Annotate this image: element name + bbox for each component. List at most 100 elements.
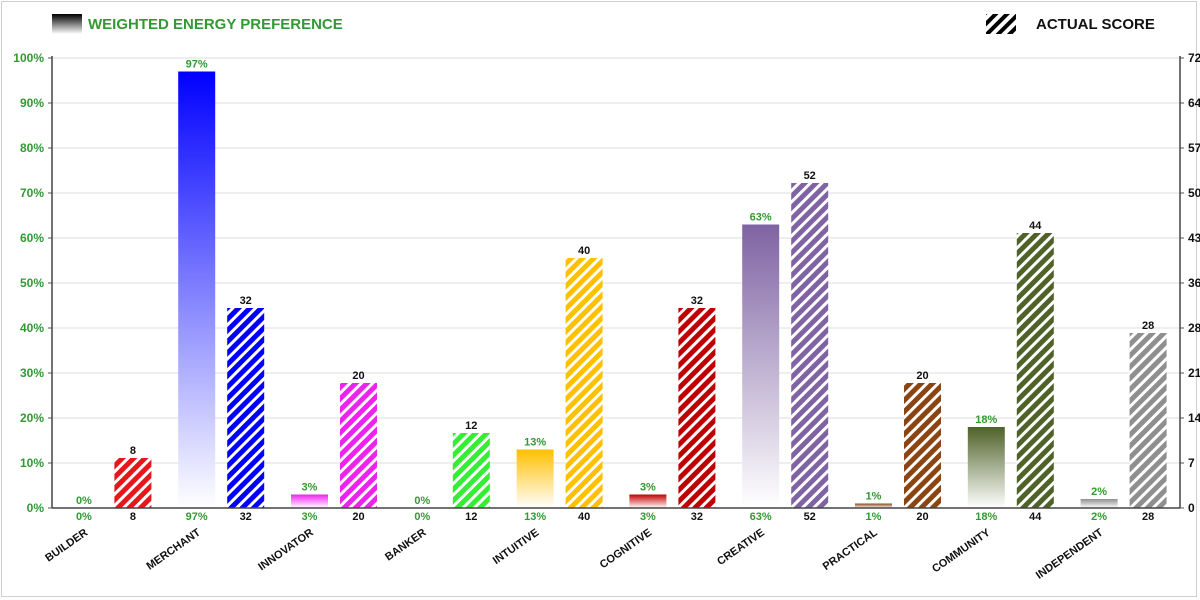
- bar-label-score: 44: [1029, 220, 1042, 232]
- left-tick-label: 80%: [20, 141, 44, 155]
- left-tick-label: 100%: [13, 51, 44, 65]
- left-tick-label: 20%: [20, 411, 44, 425]
- bar-label-score: 28: [1142, 320, 1154, 332]
- bar-label-weighted: 18%: [975, 414, 997, 426]
- axis-value-score: 32: [691, 511, 703, 523]
- bar-label-score: 52: [804, 170, 816, 182]
- bar-score: [1016, 233, 1054, 508]
- axis-value-score: 28: [1142, 511, 1154, 523]
- bar-score: [340, 383, 377, 508]
- right-tick-label: 72: [1188, 51, 1200, 65]
- axis-value-weighted: 18%: [975, 511, 997, 523]
- category-label: BANKER: [383, 527, 428, 564]
- bar-weighted: [1080, 499, 1118, 508]
- axis-value-score: 12: [465, 511, 477, 523]
- category-label: BUILDER: [43, 527, 90, 565]
- bar-label-weighted: 3%: [302, 482, 318, 494]
- bar-score: [1129, 333, 1167, 508]
- legend-label-score: ACTUAL SCORE: [1036, 16, 1155, 33]
- axis-value-score: 52: [804, 511, 816, 523]
- axis-value-weighted: 0%: [414, 511, 430, 523]
- axis-value-score: 40: [578, 511, 590, 523]
- axis-value-weighted: 1%: [866, 511, 882, 523]
- left-tick-label: 90%: [20, 96, 44, 110]
- bar-score: [791, 183, 829, 508]
- bar-score: [904, 383, 941, 508]
- bar-label-score: 12: [465, 420, 477, 432]
- left-tick-label: 40%: [20, 321, 44, 335]
- bar-label-weighted: 1%: [866, 491, 882, 503]
- bar-label-score: 20: [916, 370, 928, 382]
- bar-label-score: 40: [578, 245, 590, 257]
- bar-label-weighted: 63%: [750, 212, 772, 224]
- bar-score: [452, 433, 490, 508]
- category-label: COMMUNITY: [930, 526, 993, 575]
- bar-label-score: 32: [691, 295, 703, 307]
- bar-label-weighted: 0%: [414, 495, 430, 507]
- bar-weighted: [291, 494, 328, 508]
- bar-label-weighted: 97%: [186, 59, 208, 71]
- bar-weighted: [855, 503, 892, 508]
- bar-score: [565, 258, 603, 508]
- bar-label-score: 20: [352, 370, 364, 382]
- legend: WEIGHTED ENERGY PREFERENCE ACTUAL SCORE: [52, 14, 1155, 34]
- right-tick-label: 0: [1188, 501, 1195, 515]
- category-label: INTUITIVE: [491, 527, 541, 567]
- axis-value-score: 44: [1029, 511, 1042, 523]
- bar-score: [227, 308, 265, 508]
- right-tick-label: 36: [1188, 276, 1200, 290]
- axis-value-weighted: 3%: [302, 511, 318, 523]
- axis-value-score: 8: [130, 511, 136, 523]
- legend-swatch-weighted: [52, 14, 82, 34]
- bar-weighted: [516, 449, 554, 508]
- axis-value-score: 20: [916, 511, 928, 523]
- category-label: INDEPENDENT: [1034, 526, 1106, 581]
- bar-weighted: [742, 224, 780, 508]
- category-label: CREATIVE: [715, 527, 767, 568]
- axis-value-weighted: 0%: [76, 511, 92, 523]
- right-tick-label: 64: [1188, 96, 1200, 110]
- category-label: INNOVATOR: [256, 527, 315, 574]
- left-tick-label: 10%: [20, 456, 44, 470]
- axis-value-score: 20: [352, 511, 364, 523]
- bar-label-weighted: 2%: [1091, 486, 1107, 498]
- category-label: PRACTICAL: [821, 526, 880, 572]
- category-label: COGNITIVE: [598, 527, 654, 572]
- bar-weighted: [178, 71, 216, 508]
- axis-value-weighted: 13%: [524, 511, 546, 523]
- right-tick-label: 57: [1188, 141, 1200, 155]
- bar-score: [114, 458, 152, 508]
- legend-label-weighted: WEIGHTED ENERGY PREFERENCE: [88, 16, 343, 33]
- bar-label-score: 32: [240, 295, 252, 307]
- bar-score: [678, 308, 716, 508]
- left-tick-label: 50%: [20, 276, 44, 290]
- bar-weighted: [629, 494, 667, 508]
- right-tick-label: 21: [1188, 366, 1200, 380]
- category-label: MERCHANT: [144, 526, 203, 572]
- axis-value-weighted: 63%: [750, 511, 772, 523]
- right-tick-label: 50: [1188, 186, 1200, 200]
- bar-label-score: 8: [130, 445, 136, 457]
- bar-label-weighted: 0%: [76, 495, 92, 507]
- right-tick-label: 28: [1188, 321, 1200, 335]
- right-tick-label: 7: [1188, 456, 1195, 470]
- left-tick-label: 30%: [20, 366, 44, 380]
- axis-value-weighted: 3%: [640, 511, 656, 523]
- left-tick-label: 70%: [20, 186, 44, 200]
- axis-value-weighted: 97%: [186, 511, 208, 523]
- bar-label-weighted: 3%: [640, 482, 656, 494]
- left-tick-label: 60%: [20, 231, 44, 245]
- grid: [52, 57, 1180, 464]
- bar-label-weighted: 13%: [524, 437, 546, 449]
- right-tick-label: 43: [1188, 231, 1200, 245]
- bar-weighted: [967, 427, 1005, 508]
- legend-swatch-score: [986, 14, 1016, 34]
- right-tick-label: 14: [1188, 411, 1200, 425]
- left-tick-label: 0%: [27, 501, 45, 515]
- bars: [114, 71, 1167, 508]
- axis-value-score: 32: [240, 511, 252, 523]
- axis-value-weighted: 2%: [1091, 511, 1107, 523]
